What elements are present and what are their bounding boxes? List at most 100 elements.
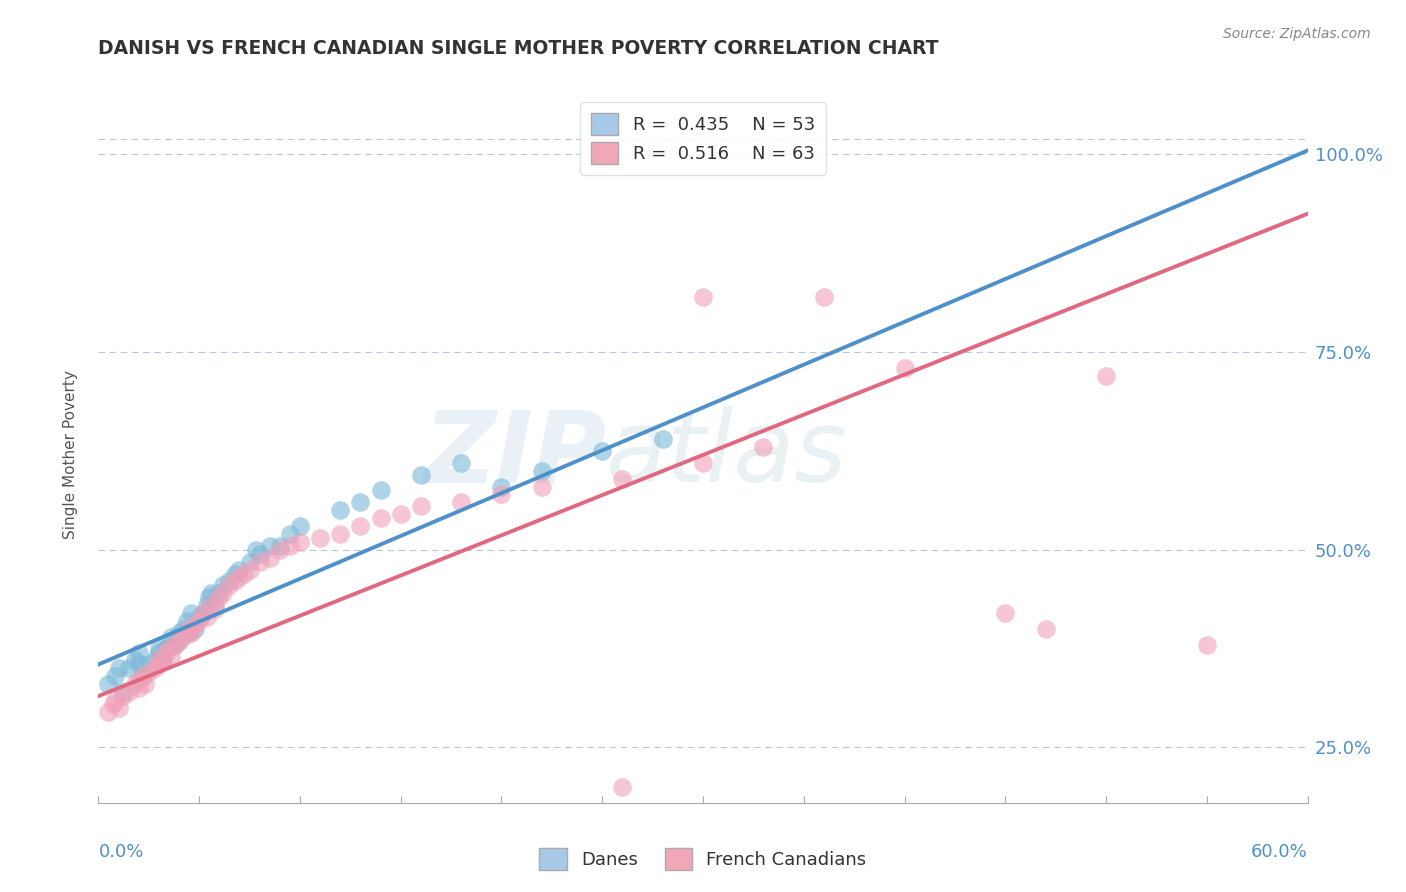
Point [124, 653, 146, 667]
Point [180, 625, 202, 640]
Text: 60.0%: 60.0% [1251, 843, 1308, 861]
Point [152, 653, 174, 667]
Point [389, 507, 412, 521]
Point [224, 566, 246, 581]
Point [163, 638, 186, 652]
Point [97, 677, 120, 691]
Point [309, 531, 332, 545]
Point [160, 649, 183, 664]
Point [148, 653, 170, 667]
Point [218, 578, 240, 592]
Point [128, 657, 150, 672]
Point [193, 606, 215, 620]
Point [103, 669, 125, 683]
Point [172, 622, 194, 636]
Point [153, 641, 176, 656]
Point [143, 653, 166, 667]
Point [349, 495, 371, 509]
Point [195, 598, 218, 612]
Point [249, 555, 271, 569]
Point [107, 661, 129, 675]
Point [148, 641, 170, 656]
Point [370, 483, 392, 498]
Point [172, 630, 194, 644]
Legend: Danes, French Canadians: Danes, French Canadians [533, 841, 873, 877]
Point [188, 610, 211, 624]
Point [269, 539, 291, 553]
Point [450, 495, 472, 509]
Point [128, 646, 150, 660]
Point [138, 665, 160, 680]
Point [184, 618, 207, 632]
Point [245, 542, 267, 557]
Text: DANISH VS FRENCH CANADIAN SINGLE MOTHER POVERTY CORRELATION CHART: DANISH VS FRENCH CANADIAN SINGLE MOTHER … [98, 39, 939, 58]
Point [450, 456, 472, 470]
Point [111, 685, 134, 699]
Text: ZIP: ZIP [423, 407, 606, 503]
Point [212, 586, 235, 600]
Point [228, 570, 250, 584]
Point [200, 598, 222, 612]
Point [157, 638, 180, 652]
Point [269, 542, 291, 557]
Y-axis label: Single Mother Poverty: Single Mother Poverty [63, 370, 77, 540]
Point [370, 511, 392, 525]
Point [259, 539, 281, 553]
Point [198, 591, 221, 605]
Point [530, 479, 553, 493]
Point [179, 622, 201, 636]
Text: atlas: atlas [606, 407, 848, 503]
Point [692, 290, 714, 304]
Point [103, 693, 125, 707]
Point [167, 625, 190, 640]
Point [893, 361, 915, 376]
Point [193, 606, 215, 620]
Point [97, 705, 120, 719]
Point [163, 638, 186, 652]
Point [176, 625, 198, 640]
Point [101, 697, 124, 711]
Point [733, 820, 755, 834]
Point [212, 578, 235, 592]
Point [692, 456, 714, 470]
Point [204, 598, 226, 612]
Point [228, 563, 250, 577]
Point [132, 669, 155, 683]
Point [153, 646, 176, 660]
Text: Source: ZipAtlas.com: Source: ZipAtlas.com [1223, 27, 1371, 41]
Point [218, 574, 240, 589]
Point [1095, 368, 1118, 383]
Point [167, 633, 190, 648]
Point [208, 591, 231, 605]
Point [118, 685, 141, 699]
Point [259, 550, 281, 565]
Point [118, 661, 141, 675]
Point [288, 519, 311, 533]
Point [329, 503, 352, 517]
Point [143, 661, 166, 675]
Point [176, 614, 198, 628]
Point [491, 487, 513, 501]
Point [530, 464, 553, 478]
Point [148, 646, 170, 660]
Point [224, 574, 246, 589]
Point [124, 677, 146, 691]
Point [128, 673, 150, 688]
Point [179, 625, 201, 640]
Point [128, 681, 150, 695]
Point [409, 467, 432, 482]
Point [157, 641, 180, 656]
Point [278, 539, 301, 553]
Point [107, 701, 129, 715]
Point [612, 472, 634, 486]
Point [994, 606, 1017, 620]
Point [591, 444, 613, 458]
Point [208, 586, 231, 600]
Point [813, 290, 835, 304]
Point [239, 555, 262, 569]
Point [651, 432, 673, 446]
Point [184, 622, 207, 636]
Point [160, 630, 183, 644]
Point [195, 610, 218, 624]
Point [409, 500, 432, 514]
